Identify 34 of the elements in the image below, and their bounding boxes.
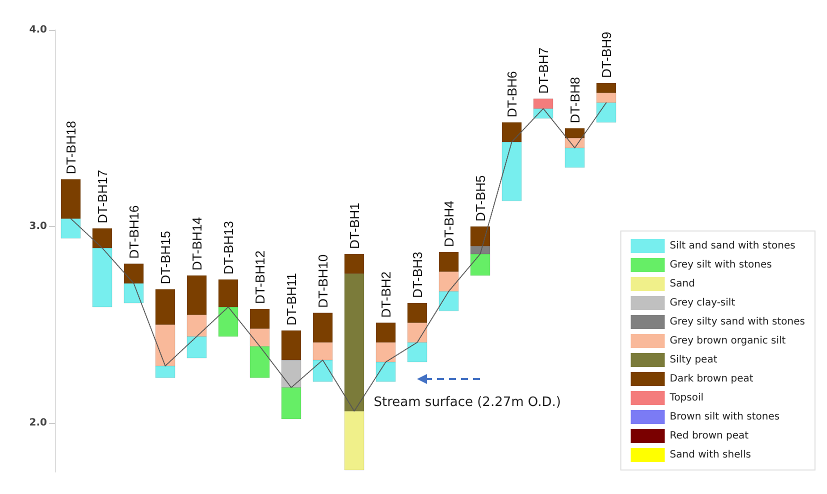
x-tick-label: DT-BH10 bbox=[315, 254, 330, 308]
legend-label: Grey clay-silt bbox=[670, 298, 736, 308]
legend-label: Grey silty sand with stones bbox=[670, 316, 806, 328]
x-tick-label: DT-BH13 bbox=[220, 221, 236, 274]
x-tick-label: DT-BH7 bbox=[536, 48, 551, 94]
x-tick-label: DT-BH1 bbox=[346, 202, 362, 249]
legend-label: Silt and sand with stones bbox=[670, 240, 796, 252]
annotation: Stream surface (2.27m O.D.) bbox=[374, 395, 561, 410]
x-tick-label: DT-BH16 bbox=[126, 205, 142, 259]
legend-label: Grey brown organic silt bbox=[670, 336, 786, 346]
legend-label: Sand with shells bbox=[670, 450, 751, 460]
y-tick-label: 4.0 bbox=[29, 24, 48, 36]
legend-label: Dark brown peat bbox=[670, 374, 754, 384]
y-tick-label: 2.0 bbox=[29, 417, 48, 428]
x-tick-label: DT-BH5 bbox=[472, 175, 488, 222]
y-tick-label: 3.0 bbox=[29, 220, 48, 232]
x-tick-label: DT-BH18 bbox=[63, 120, 78, 174]
x-tick-label: DT-BH15 bbox=[158, 230, 173, 284]
x-tick-label: DT-BH9 bbox=[598, 32, 614, 78]
legend-label: Sand bbox=[670, 278, 695, 290]
legend-label: Topsoil bbox=[668, 392, 704, 404]
x-tick-label: DT-BH3 bbox=[410, 252, 425, 298]
x-tick-label: DT-BH4 bbox=[441, 200, 456, 247]
x-tick-label: DT-BH8 bbox=[567, 76, 582, 124]
x-tick-label: DT-BH2 bbox=[378, 271, 394, 318]
legend-label: Grey silt with stones bbox=[670, 260, 772, 270]
legend-label: Silty peat bbox=[670, 354, 718, 366]
x-tick-label: DT-BH12 bbox=[252, 250, 268, 304]
legend-label: Brown silt with stones bbox=[670, 412, 780, 422]
legend-label: Red brown peat bbox=[670, 430, 749, 442]
x-tick-label: DT-BH11 bbox=[284, 273, 299, 326]
x-tick-label: DT-BH6 bbox=[504, 71, 520, 118]
x-tick-label: DT-BH17 bbox=[94, 170, 110, 224]
x-tick-label: DT-BH14 bbox=[189, 217, 204, 271]
